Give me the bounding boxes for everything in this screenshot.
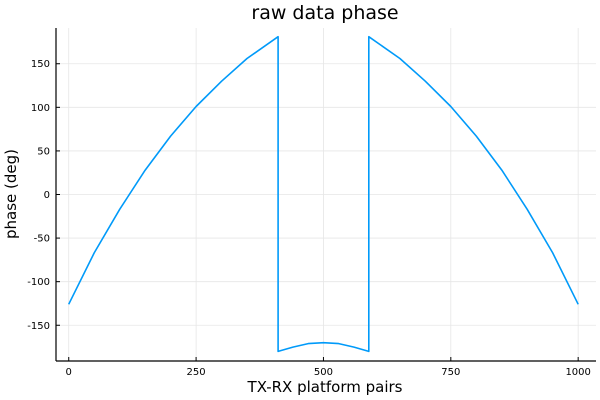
y-tick-label: 0 — [44, 190, 50, 201]
y-tick-label: 100 — [31, 103, 50, 114]
y-tick-label: 50 — [37, 146, 50, 157]
chart-title: raw data phase — [251, 2, 398, 24]
y-tick-label: 150 — [31, 59, 50, 70]
x-tick-label: 0 — [66, 367, 72, 378]
series-layer — [67, 35, 579, 353]
x-tick-label: 1000 — [565, 367, 590, 378]
y-axis-label: phase (deg) — [2, 149, 20, 239]
x-tick-label: 500 — [314, 367, 333, 378]
y-tick-label: -150 — [27, 321, 50, 332]
x-tick-label: 250 — [187, 367, 206, 378]
y-tick-label: -50 — [34, 234, 50, 245]
x-tick-label: 750 — [441, 367, 460, 378]
ticks: 0 250 500 750 1000 -150 -100 -50 0 50 100 150 — [27, 59, 591, 378]
phase-series-line — [67, 35, 579, 353]
y-tick-label: -100 — [27, 277, 50, 288]
grid — [56, 28, 596, 361]
x-axis-label: TX-RX platform pairs — [247, 378, 403, 396]
